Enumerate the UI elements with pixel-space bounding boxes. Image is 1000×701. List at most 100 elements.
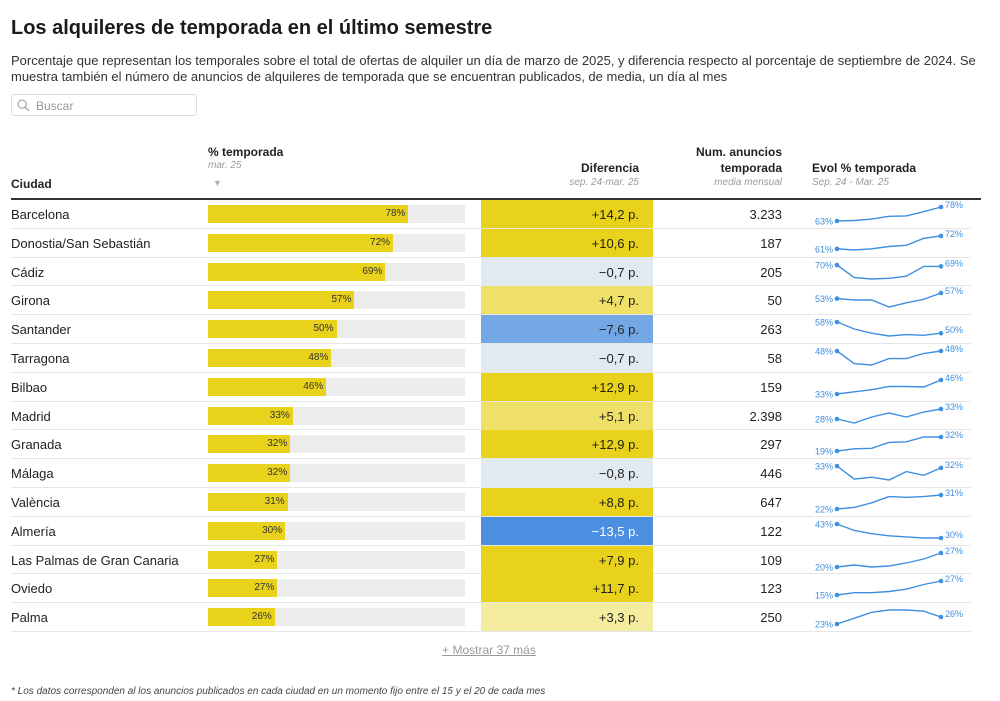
diff-cell: +12,9 p.: [481, 430, 653, 459]
table-row: Tarragona 48% −0,7 p. 58 48% 48%: [11, 343, 971, 373]
diff-cell: +5,1 p.: [481, 401, 653, 430]
search-input[interactable]: [34, 96, 198, 116]
table-row: Oviedo 27% +11,7 p. 123 15% 27%: [11, 574, 971, 604]
col-header-city[interactable]: Ciudad: [11, 177, 52, 191]
listing-count: 2.398: [749, 408, 782, 424]
sparkline-end-dot: [938, 614, 944, 620]
listing-count: 647: [760, 494, 782, 510]
sparkline-end-dot: [938, 550, 944, 555]
col-header-pct[interactable]: % temporada: [208, 145, 284, 159]
diff-value: −13,5 p.: [591, 523, 639, 539]
pct-bar-label: 50%: [313, 323, 334, 335]
search-box[interactable]: [11, 94, 198, 116]
sparkline-line: [836, 206, 942, 222]
city-name: Granada: [11, 437, 62, 453]
city-name: Cádiz: [11, 264, 45, 280]
sparkline-start-dot: [834, 391, 840, 397]
sort-desc-icon[interactable]: ▼: [213, 178, 222, 188]
pct-bar: 48%: [208, 348, 332, 367]
evol-sparkline: 33% 46%: [815, 373, 963, 400]
pct-bar-label: 48%: [308, 351, 329, 363]
sparkline-line: [836, 350, 942, 366]
sparkline-end-label: 27%: [945, 546, 963, 556]
diff-cell: +10,6 p.: [481, 228, 653, 257]
diff-cell: +12,9 p.: [481, 372, 653, 401]
evol-sparkline: 22% 31%: [815, 488, 963, 515]
table-row: València 31% +8,8 p. 647 22% 31%: [11, 487, 971, 517]
pct-bar-track: 72%: [208, 233, 465, 252]
sparkline-start-label: 53%: [815, 294, 833, 304]
pct-bar: 46%: [208, 377, 327, 396]
sparkline-end-dot: [938, 204, 944, 210]
diff-cell: −0,7 p.: [481, 343, 653, 372]
col-header-count-l1[interactable]: Num. anuncios: [695, 145, 782, 159]
sparkline-start-dot: [834, 348, 840, 354]
evol-sparkline: 15% 27%: [815, 574, 963, 601]
show-more-link[interactable]: + Mostrar 37 más: [442, 643, 536, 657]
listing-count: 50: [767, 293, 782, 309]
city-name: Donostia/San Sebastián: [11, 235, 151, 251]
sparkline-line: [836, 580, 942, 597]
pct-bar: 32%: [208, 464, 291, 483]
sparkline-end-label: 48%: [945, 344, 963, 354]
sparkline-end-dot: [938, 263, 944, 269]
sparkline-end-label: 31%: [945, 488, 963, 498]
col-header-evol-sub: Sep. 24 - Mar. 25: [812, 177, 889, 188]
col-header-diff[interactable]: Diferencia: [580, 161, 639, 175]
diff-value: +7,9 p.: [598, 552, 639, 568]
pct-bar-label: 57%: [331, 294, 352, 306]
evol-sparkline: 48% 48%: [815, 344, 963, 366]
city-name: Barcelona: [11, 207, 70, 222]
pct-bar: 78%: [208, 205, 409, 223]
sparkline-start-label: 48%: [815, 346, 833, 356]
pct-bar-label: 27%: [254, 553, 275, 565]
diff-cell: +11,7 p.: [481, 574, 653, 603]
pct-bar-track: 69%: [208, 262, 465, 281]
col-header-count-l2[interactable]: temporada: [720, 161, 782, 175]
sparkline-start-dot: [834, 449, 840, 454]
city-name: València: [11, 494, 60, 510]
pct-bar: 72%: [208, 233, 394, 252]
pct-bar-track: 26%: [208, 608, 465, 627]
col-header-diff-sub: sep. 24-mar. 25: [569, 177, 639, 188]
pct-bar: 57%: [208, 291, 355, 310]
subtitle: Porcentaje que representan los temporale…: [11, 53, 976, 84]
page-title: Los alquileres de temporada en el último…: [11, 17, 493, 39]
pct-bar-track: 27%: [208, 579, 465, 598]
evol-sparkline: 19% 32%: [815, 430, 963, 457]
sparkline-start-label: 61%: [815, 244, 833, 254]
pct-bar-label: 69%: [362, 265, 383, 277]
sparkline-start-label: 33%: [815, 462, 833, 472]
pct-bar-track: 27%: [208, 550, 465, 569]
diff-cell: +7,9 p.: [481, 545, 653, 574]
sparkline-end-dot: [938, 435, 944, 440]
city-name: Oviedo: [11, 581, 53, 597]
sparkline-end-label: 72%: [945, 229, 963, 239]
sparkline-start-dot: [834, 506, 840, 512]
sparkline-start-label: 22%: [815, 504, 833, 514]
listing-count: 159: [760, 379, 782, 395]
sparkline-start-label: 19%: [815, 447, 833, 457]
sparkline-line: [836, 292, 942, 309]
diff-cell: −0,7 p.: [481, 257, 653, 286]
search-icon: [17, 99, 30, 112]
listing-count: 205: [760, 264, 782, 280]
listing-count: 297: [760, 437, 782, 453]
sparkline-line: [836, 235, 942, 251]
diff-value: +12,9 p.: [591, 379, 639, 395]
sparkline-end-dot: [938, 291, 944, 296]
sparkline-start-dot: [834, 463, 840, 469]
evol-sparkline: 70% 69%: [815, 258, 963, 280]
pct-bar-track: 30%: [208, 521, 465, 540]
sparkline-end-dot: [938, 465, 944, 471]
diff-value: −0,7 p.: [598, 350, 639, 366]
city-name: Tarragona: [11, 350, 70, 366]
evol-sparkline: 63% 78%: [815, 200, 963, 227]
pct-bar-label: 33%: [269, 409, 290, 421]
table-row: Girona 57% +4,7 p. 50 53% 57%: [11, 286, 971, 316]
pct-bar-label: 32%: [267, 467, 288, 479]
pct-bar-track: 46%: [208, 377, 465, 396]
col-header-evol[interactable]: Evol % temporada: [812, 161, 917, 175]
listing-count: 3.233: [749, 207, 782, 222]
city-name: Palma: [11, 610, 48, 626]
